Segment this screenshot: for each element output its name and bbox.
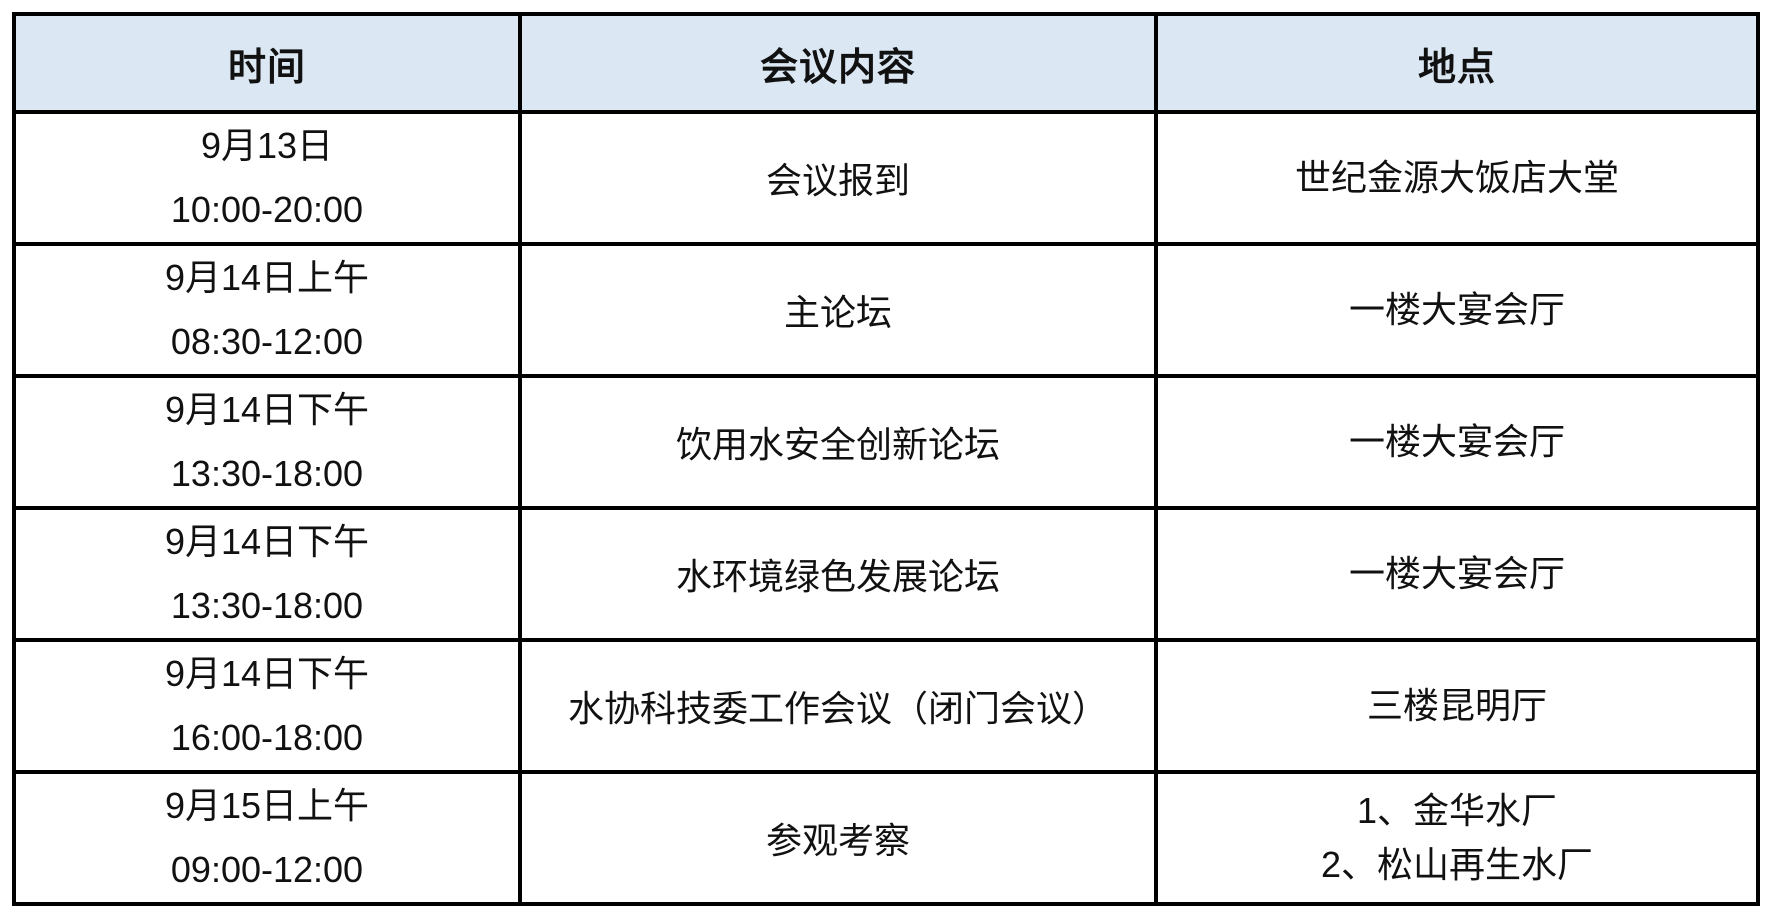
table-body: 9月13日 10:00-20:00 会议报到 世纪金源大饭店大堂 9月14日上午… xyxy=(12,110,1760,906)
location-cell: 三楼昆明厅 xyxy=(1154,638,1760,774)
content-cell: 会议报到 xyxy=(518,110,1158,246)
location-line: 一楼大宴会厅 xyxy=(1348,421,1565,462)
content-cell: 饮用水安全创新论坛 xyxy=(518,374,1158,510)
content-cell: 主论坛 xyxy=(518,242,1158,378)
location-line: 三楼昆明厅 xyxy=(1366,685,1547,726)
location-cell: 世纪金源大饭店大堂 xyxy=(1154,110,1760,246)
time-date: 9月14日上午 xyxy=(164,257,370,298)
time-date: 9月14日下午 xyxy=(164,389,370,430)
location-line: 世纪金源大饭店大堂 xyxy=(1294,157,1619,198)
table-row: 9月14日下午 13:30-18:00 水环境绿色发展论坛 一楼大宴会厅 xyxy=(12,506,1760,642)
time-range: 13:30-18:00 xyxy=(170,453,364,494)
location-cell: 一楼大宴会厅 xyxy=(1154,374,1760,510)
table-row: 9月15日上午 09:00-12:00 参观考察 1、金华水厂 2、松山再生水厂 xyxy=(12,770,1760,906)
time-range: 10:00-20:00 xyxy=(170,189,364,230)
time-date: 9月14日下午 xyxy=(164,653,370,694)
header-row: 时间 会议内容 地点 xyxy=(12,12,1760,114)
time-range: 16:00-18:00 xyxy=(170,717,364,758)
time-date: 9月14日下午 xyxy=(164,521,370,562)
location-line: 一楼大宴会厅 xyxy=(1348,289,1565,330)
location-cell: 1、金华水厂 2、松山再生水厂 xyxy=(1154,770,1760,906)
time-date: 9月13日 xyxy=(200,125,334,166)
time-cell: 9月14日下午 16:00-18:00 xyxy=(12,638,522,774)
time-cell: 9月14日下午 13:30-18:00 xyxy=(12,506,522,642)
content-cell: 水环境绿色发展论坛 xyxy=(518,506,1158,642)
content-cell: 参观考察 xyxy=(518,770,1158,906)
time-date: 9月15日上午 xyxy=(164,785,370,826)
time-range: 13:30-18:00 xyxy=(170,585,364,626)
time-cell: 9月14日下午 13:30-18:00 xyxy=(12,374,522,510)
header-location: 地点 xyxy=(1154,12,1760,114)
location-cell: 一楼大宴会厅 xyxy=(1154,506,1760,642)
location-line: 2、松山再生水厂 xyxy=(1320,844,1594,885)
location-cell: 一楼大宴会厅 xyxy=(1154,242,1760,378)
time-range: 09:00-12:00 xyxy=(170,849,364,890)
time-cell: 9月13日 10:00-20:00 xyxy=(12,110,522,246)
time-cell: 9月15日上午 09:00-12:00 xyxy=(12,770,522,906)
table-row: 9月14日上午 08:30-12:00 主论坛 一楼大宴会厅 xyxy=(12,242,1760,378)
table-row: 9月13日 10:00-20:00 会议报到 世纪金源大饭店大堂 xyxy=(12,110,1760,246)
time-cell: 9月14日上午 08:30-12:00 xyxy=(12,242,522,378)
header-content: 会议内容 xyxy=(518,12,1158,114)
location-line: 一楼大宴会厅 xyxy=(1348,553,1565,594)
header-time: 时间 xyxy=(12,12,522,114)
table-header: 时间 会议内容 地点 xyxy=(12,12,1760,114)
time-range: 08:30-12:00 xyxy=(170,321,364,362)
table-row: 9月14日下午 13:30-18:00 饮用水安全创新论坛 一楼大宴会厅 xyxy=(12,374,1760,510)
content-cell: 水协科技委工作会议（闭门会议） xyxy=(518,638,1158,774)
schedule-table: 时间 会议内容 地点 9月13日 10:00-20:00 会议报到 世纪金源大饭… xyxy=(12,12,1760,906)
table-row: 9月14日下午 16:00-18:00 水协科技委工作会议（闭门会议） 三楼昆明… xyxy=(12,638,1760,774)
location-line: 1、金华水厂 xyxy=(1356,790,1558,831)
